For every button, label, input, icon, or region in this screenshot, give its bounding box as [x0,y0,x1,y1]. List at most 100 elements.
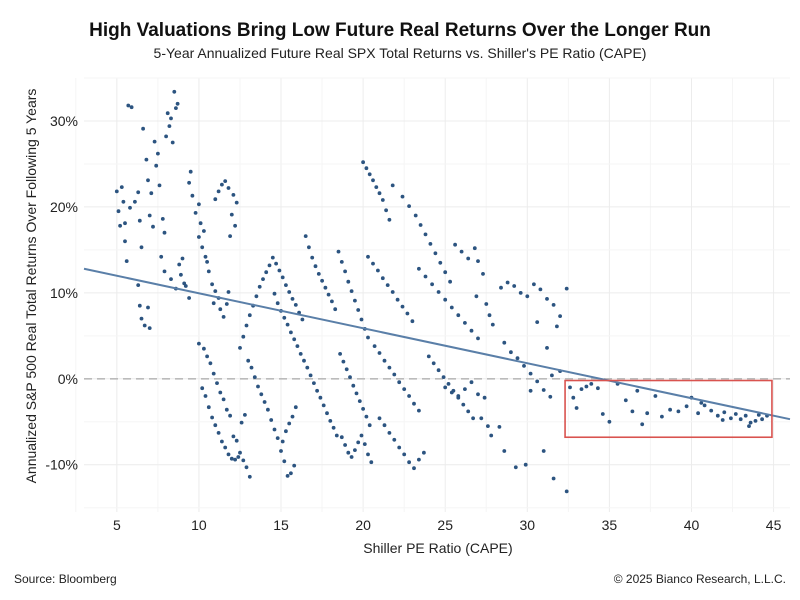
data-point [305,365,310,370]
data-point [213,423,218,428]
data-point [318,395,323,400]
data-point [497,425,502,429]
data-point [129,105,134,110]
data-point [149,191,154,196]
x-tick-label: 25 [437,517,453,533]
data-point [600,412,605,416]
data-point [272,291,277,296]
data-point [722,410,727,415]
trendline-group [83,267,791,421]
data-point [228,234,233,239]
data-point [433,251,438,256]
data-point [326,292,331,297]
data-point [177,262,182,267]
data-point [175,101,180,106]
data-point [481,272,485,276]
data-point [502,449,507,453]
data-point [128,205,132,210]
data-point [387,431,392,435]
data-point [376,268,380,273]
data-point [292,463,297,468]
data-point [144,157,149,162]
data-point [239,420,244,425]
data-point [366,254,370,259]
data-point [137,303,142,308]
data-point [436,290,441,294]
data-point [254,294,259,299]
data-point [275,436,280,440]
data-point [372,344,377,348]
data-point [285,322,290,327]
data-point [589,382,594,386]
data-point [390,290,395,294]
data-point [124,259,129,263]
data-point [215,381,219,385]
data-point [303,234,308,239]
data-point [528,388,533,393]
data-point [221,315,226,319]
data-point [164,134,169,139]
data-point [382,423,387,428]
data-point [489,433,494,438]
data-point [385,283,390,287]
grid [75,77,790,512]
data-point [197,341,201,346]
data-point [438,260,443,265]
data-point [290,297,295,301]
data-point [356,440,361,445]
data-point [392,437,397,442]
data-point [471,416,475,421]
y-tick-label: 10% [50,285,78,301]
data-point [699,401,704,405]
data-point [300,317,305,322]
data-point [259,392,264,397]
data-point [221,397,226,402]
data-point [371,261,375,266]
data-point [436,368,441,373]
data-point [351,383,356,388]
data-point [287,290,292,294]
data-point [502,340,507,345]
data-point [443,297,448,302]
data-point [343,443,347,447]
data-point [423,232,428,237]
data-point [412,401,416,406]
data-point [206,269,211,274]
data-point [407,204,411,209]
data-point [223,445,228,450]
data-point [197,202,201,207]
data-point [359,317,364,322]
data-point [243,413,247,417]
data-point [159,254,164,259]
data-point [338,352,342,356]
data-point [349,289,354,293]
data-point [226,290,231,294]
data-point [236,455,241,459]
data-point [349,455,354,459]
data-point [523,462,528,467]
data-point [635,388,640,393]
data-point [584,384,589,389]
data-point [198,221,203,226]
data-point [210,415,215,420]
y-tick-label: 0% [58,371,78,387]
data-point [676,409,681,414]
data-point [760,417,764,422]
data-point [392,372,397,377]
data-point [307,245,311,250]
data-point [684,404,689,409]
data-point [256,384,260,389]
data-point [180,256,185,261]
data-point [743,413,748,418]
data-point [216,431,221,435]
data-point [596,386,600,391]
data-point [277,268,282,273]
data-point [229,212,234,217]
data-point [136,190,141,195]
data-point [233,223,238,228]
data-point [118,223,122,228]
data-point [469,380,474,385]
data-point [551,303,556,307]
data-point [753,419,758,423]
data-point [545,297,549,301]
